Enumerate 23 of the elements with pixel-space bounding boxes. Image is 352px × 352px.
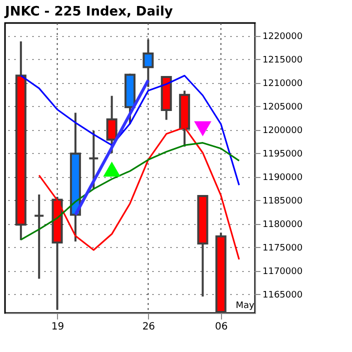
y-tick-label: 1165000: [262, 290, 303, 301]
chart-title: JNKC - 225 Index, Daily: [4, 4, 174, 20]
y-tick-label: 1170000: [262, 267, 303, 278]
candlestick: [34, 194, 45, 280]
y-tick-label: 1190000: [262, 173, 303, 184]
candlestick: [88, 130, 100, 190]
y-tick-label: 1215000: [262, 56, 303, 66]
candlestick: [106, 94, 118, 154]
annotation: May: [236, 301, 255, 311]
x-tick-label: 06: [215, 322, 228, 332]
y-tick-label: 1205000: [262, 102, 303, 113]
y-tick-label: 1175000: [262, 244, 303, 254]
y-tick-label: 1195000: [262, 150, 303, 160]
x-tick-label: 19: [51, 322, 64, 332]
y-tick-label: 1220000: [262, 32, 303, 42]
x-tick-label: 26: [142, 322, 156, 332]
candlestick: [142, 38, 154, 88]
y-tick-label: 1185000: [262, 196, 303, 207]
line-series: [20, 142, 240, 240]
y-tick-label: 1180000: [262, 220, 303, 230]
line-series: [20, 74, 240, 186]
y-tick-label: 1210000: [262, 79, 303, 90]
y-tick-label: 1200000: [262, 126, 303, 136]
